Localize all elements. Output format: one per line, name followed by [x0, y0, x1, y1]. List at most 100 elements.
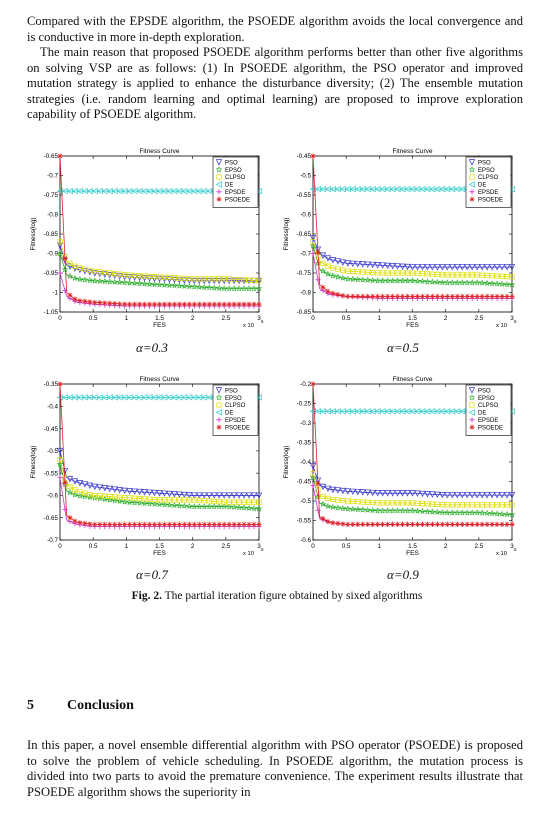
series-marker: [106, 485, 113, 493]
series-marker: [385, 500, 391, 506]
series-marker: [349, 260, 356, 268]
legend-entry: DE: [225, 411, 233, 417]
series-marker: [206, 498, 212, 504]
series-marker: [379, 262, 386, 269]
legend-marker: [215, 387, 223, 394]
series-marker: [156, 497, 163, 503]
series-marker: [489, 521, 495, 527]
series-marker: [255, 505, 263, 512]
series-marker: [81, 276, 89, 283]
series-marker: [449, 279, 456, 286]
legend-marker: [215, 159, 223, 166]
series-marker: [96, 484, 103, 491]
series-marker: [196, 283, 203, 290]
series-marker: [186, 521, 192, 527]
x-tick-label: 1.5: [155, 543, 164, 550]
series-marker: [240, 285, 248, 292]
series-marker: [340, 267, 346, 273]
legend-entry: PSOEDE: [225, 197, 250, 203]
y-tick-label: -0.85: [297, 309, 312, 316]
series-marker: [478, 509, 486, 516]
series-marker: [365, 269, 371, 275]
legend-entry: EPSDE: [478, 418, 498, 424]
series-marker: [131, 279, 138, 286]
series-marker: [181, 282, 188, 289]
y-tick-label: -0.5: [47, 448, 58, 455]
series-marker: [235, 285, 243, 292]
series-marker: [429, 508, 436, 515]
series-marker: [355, 499, 361, 505]
series-marker: [380, 521, 386, 527]
series-marker: [399, 270, 406, 276]
series-marker: [132, 272, 138, 278]
x-tick-label: 1: [378, 543, 382, 550]
series-marker: [354, 276, 361, 283]
series-marker: [246, 499, 252, 505]
series-marker: [310, 250, 316, 257]
series-marker: [354, 506, 361, 513]
series-marker: [494, 273, 500, 279]
series-marker: [67, 260, 73, 266]
series-marker: [365, 293, 371, 299]
series-marker: [122, 301, 128, 307]
series-marker: [226, 301, 232, 307]
series-marker: [464, 272, 470, 278]
series-marker: [220, 503, 228, 510]
series-marker: [87, 521, 93, 527]
series-marker: [241, 301, 247, 307]
series-marker: [409, 507, 416, 514]
x-axis-multiplier-exponent: 5: [514, 319, 517, 324]
series-marker: [240, 504, 248, 511]
series-marker: [156, 274, 163, 280]
legend-marker: [469, 189, 475, 195]
series-marker: [82, 266, 88, 272]
series-marker: [126, 279, 133, 286]
series-marker: [498, 510, 506, 517]
series-marker: [111, 497, 118, 504]
legend-entry: CLPSO: [225, 403, 246, 409]
series-marker: [320, 260, 326, 266]
series-marker: [151, 500, 158, 507]
series-marker: [216, 492, 223, 499]
series-marker: [66, 476, 74, 483]
series-marker: [493, 280, 501, 287]
y-tick-label: -0.5: [300, 498, 311, 505]
series-marker: [419, 490, 426, 498]
series-marker: [196, 503, 203, 510]
series-marker: [439, 272, 445, 278]
series-marker: [414, 270, 421, 276]
y-tick-label: -0.7: [47, 537, 58, 544]
series-marker: [137, 301, 143, 307]
x-tick-label: 2: [191, 543, 195, 550]
series-marker: [166, 281, 173, 289]
series-marker: [479, 502, 485, 508]
series-marker: [489, 293, 495, 299]
series-marker: [225, 285, 233, 292]
series-marker: [186, 492, 193, 499]
series-marker: [156, 281, 163, 288]
series-marker: [245, 285, 253, 292]
series-marker: [429, 521, 435, 527]
series-marker: [370, 270, 376, 276]
series-marker: [310, 239, 316, 245]
series-marker: [394, 263, 401, 270]
x-tick-label: 2.5: [474, 543, 483, 550]
series-marker: [444, 521, 450, 527]
series-marker: [161, 490, 168, 497]
series-marker: [82, 298, 88, 304]
series-marker: [166, 501, 173, 508]
y-tick-label: -0.6: [300, 537, 311, 544]
legend-marker: [216, 402, 222, 408]
x-tick-label: 2: [444, 543, 448, 550]
x-tick-label: 1: [125, 315, 129, 322]
series-marker: [329, 257, 337, 264]
series-marker: [171, 282, 178, 289]
series-marker: [56, 250, 64, 257]
x-tick-label: 0.5: [342, 543, 351, 550]
legend-entry: PSO: [478, 160, 491, 166]
series-marker: [141, 499, 148, 507]
series-marker: [414, 490, 421, 497]
series-marker: [77, 520, 83, 526]
series-marker: [106, 278, 113, 285]
